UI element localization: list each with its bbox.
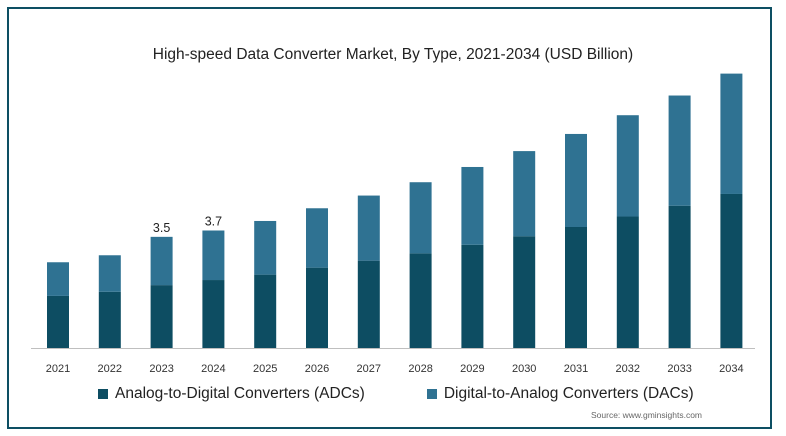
bar-dac-2024 [202, 230, 225, 281]
x-tick-label-2025: 2025 [253, 363, 277, 375]
x-tick-label-2029: 2029 [460, 363, 484, 375]
x-tick-label-2024: 2024 [201, 363, 225, 375]
bar-dac-2034 [720, 73, 743, 194]
bar-dac-2022 [98, 255, 121, 292]
bar-dac-2031 [565, 133, 587, 228]
x-tick-label-2030: 2030 [512, 363, 536, 375]
bar-adc-2031 [565, 227, 587, 348]
bar-adc-2030 [513, 236, 536, 348]
bar-adc-2028 [409, 253, 432, 348]
legend-item-dac: Digital-to-Analog Converters (DACs) [426, 385, 694, 403]
x-tick-label-2034: 2034 [719, 363, 743, 375]
bar-adc-2034 [720, 193, 743, 348]
x-tick-label-2023: 2023 [149, 363, 173, 375]
bar-adc-2024 [202, 280, 225, 348]
bar-adc-2025 [254, 274, 277, 348]
bar-dac-2028 [409, 182, 432, 254]
bar-dac-2033 [668, 95, 691, 206]
data-label-2024: 3.7 [205, 214, 222, 228]
bar-adc-2027 [357, 260, 380, 348]
legend-swatch-adc [98, 389, 108, 399]
x-tick-label-2033: 2033 [667, 363, 691, 375]
bar-dac-2030 [513, 151, 536, 237]
bar-dac-2027 [357, 195, 380, 261]
bar-adc-2032 [616, 216, 639, 348]
x-tick-label-2031: 2031 [564, 363, 588, 375]
bar-dac-2032 [616, 115, 639, 217]
source-note: Source: www.gminsights.com [591, 410, 703, 420]
bar-adc-2021 [47, 295, 69, 348]
chart-title: High-speed Data Converter Market, By Typ… [152, 46, 634, 63]
data-label-2023: 3.5 [153, 221, 170, 235]
bar-dac-2021 [47, 262, 69, 296]
chart-legend: Analog-to-Digital Converters (ADCs) Digi… [98, 385, 756, 403]
legend-label-adc: Analog-to-Digital Converters (ADCs) [115, 385, 365, 402]
bar-dac-2029 [461, 166, 484, 245]
x-tick-label-2022: 2022 [98, 363, 122, 375]
legend-label-dac: Digital-to-Analog Converters (DACs) [443, 385, 694, 402]
bar-adc-2029 [461, 244, 484, 348]
bar-dac-2026 [306, 208, 328, 268]
legend-item-adc: Analog-to-Digital Converters (ADCs) [98, 385, 365, 403]
x-tick-label-2032: 2032 [616, 363, 640, 375]
x-tick-label-2028: 2028 [408, 363, 432, 375]
bar-dac-2023 [150, 236, 173, 286]
x-tick-label-2021: 2021 [46, 363, 70, 375]
bar-adc-2023 [150, 285, 173, 348]
x-tick-label-2027: 2027 [357, 363, 381, 375]
bar-adc-2022 [98, 291, 121, 348]
x-tick-label-2026: 2026 [305, 363, 329, 375]
bar-adc-2026 [306, 267, 328, 348]
bar-dac-2025 [254, 220, 277, 275]
bar-adc-2033 [668, 205, 691, 348]
chart-frame [7, 7, 772, 429]
legend-swatch-dac [426, 389, 437, 399]
